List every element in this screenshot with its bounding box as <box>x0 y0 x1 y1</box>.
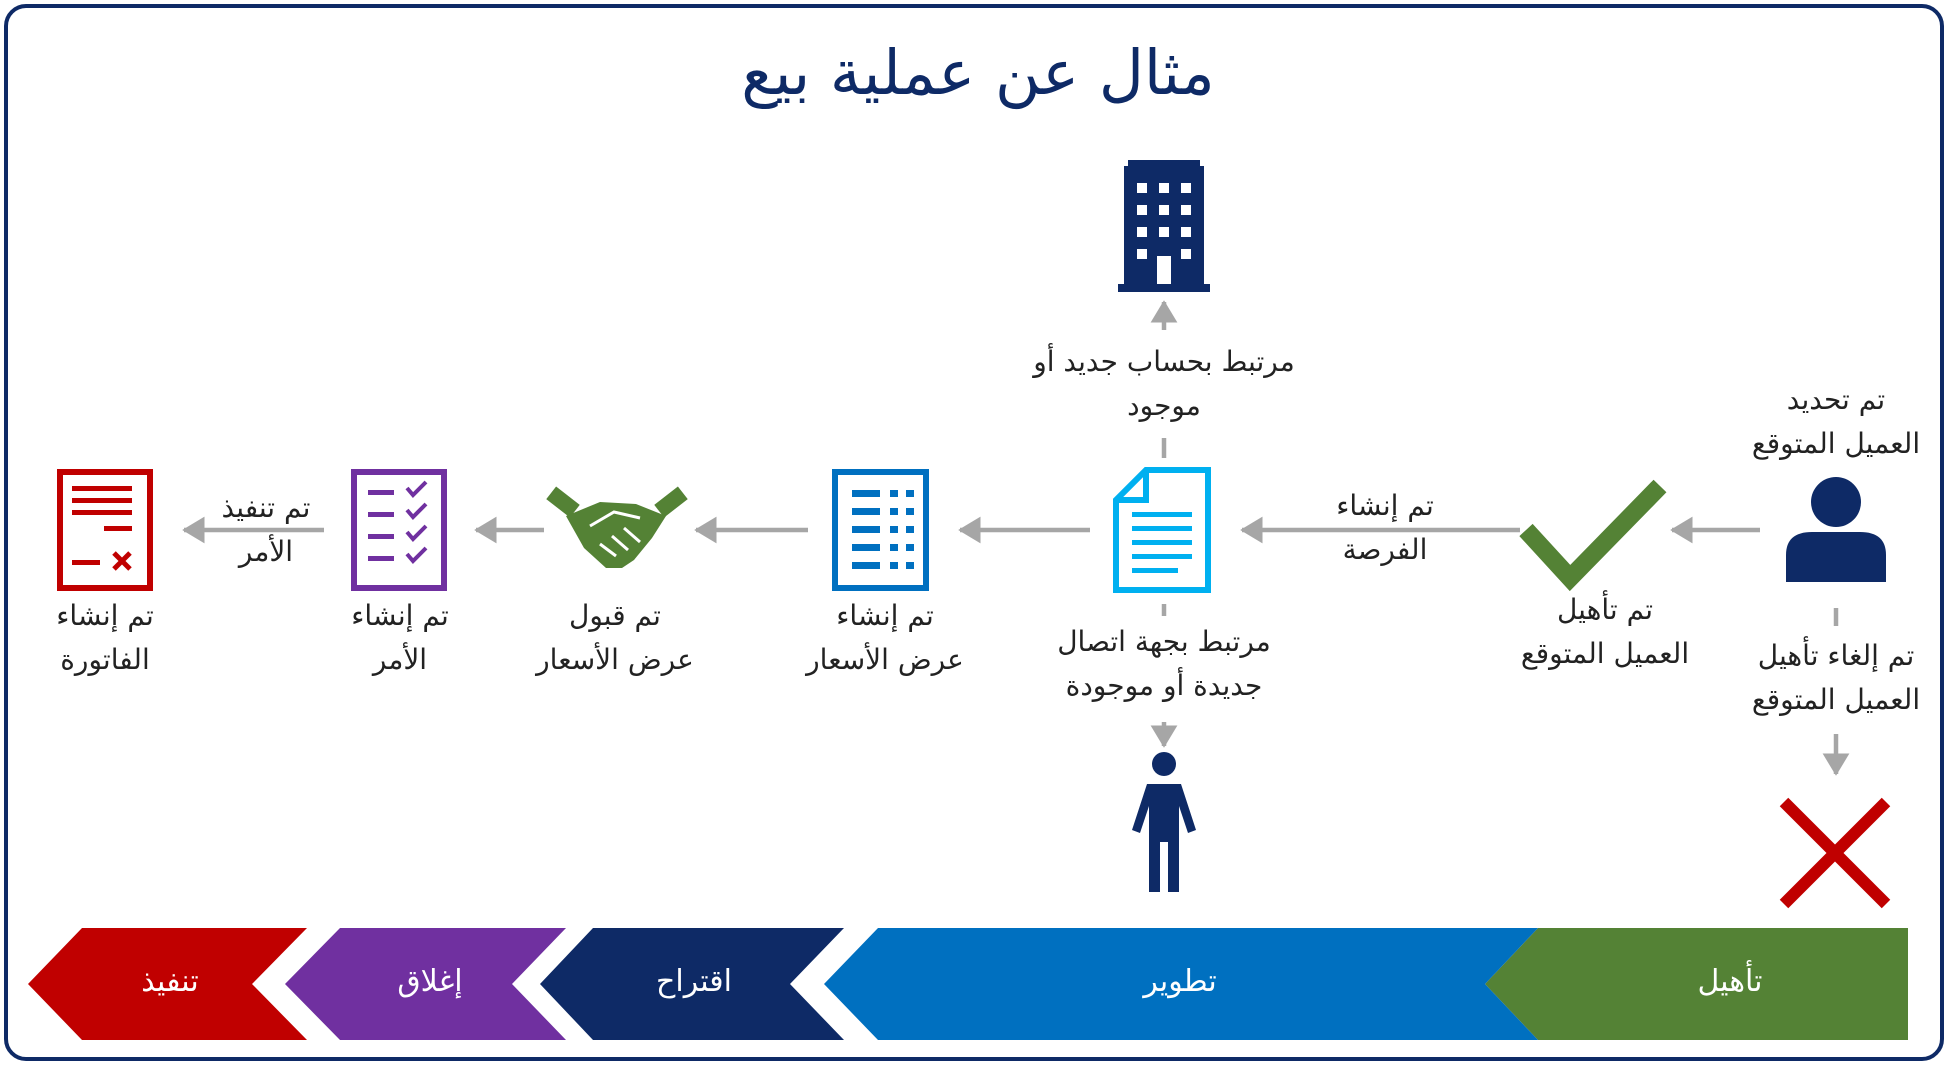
prospect-qualified-label: تم تأهيل العميل المتوقع <box>1520 593 1690 670</box>
handshake-icon <box>546 486 688 568</box>
prospect-identified-label: تم تحديد العميل المتوقع <box>1751 383 1921 460</box>
order-checklist-icon <box>351 469 447 591</box>
order-fulfilled-label: تم تنفيذ الأمر <box>221 491 311 568</box>
stage-chevron-qualify <box>1485 928 1908 1040</box>
quote-created-label: تم إنشاء عرض الأسعار <box>806 599 964 676</box>
linked-contact-label: مرتبط بجهة اتصال جديدة أو موجودة <box>1057 625 1271 702</box>
invoice-created-label: تم إنشاء الفاتورة <box>56 599 154 676</box>
invoice-icon <box>57 469 153 591</box>
stage-label-close: إغلاق <box>397 964 463 999</box>
stage-chevron-develop <box>824 928 1538 1040</box>
disqualified-x-icon <box>1779 797 1891 909</box>
opportunity-document-icon <box>1113 467 1211 593</box>
page-title: مثال عن عملية بيع <box>741 36 1215 109</box>
opportunity-created-label: تم إنشاء الفرصة <box>1336 489 1434 566</box>
stage-label-execute: تنفيذ <box>141 964 199 999</box>
order-created-label: تم إنشاء الأمر <box>351 599 449 676</box>
prospect-disqualified-label: تم إلغاء تأهيل العميل المتوقع <box>1751 639 1921 716</box>
stage-band <box>28 928 1908 1040</box>
stage-label-qualify: تأهيل <box>1697 964 1763 999</box>
stage-chevron-close <box>285 928 566 1040</box>
stage-label-propose: اقتراح <box>656 964 732 999</box>
checkmark-icon <box>1519 479 1667 592</box>
quote-list-icon <box>832 469 929 591</box>
stage-chevron-propose <box>540 928 844 1040</box>
stage-label-develop: تطوير <box>1143 964 1217 999</box>
diagram-frame <box>4 4 1944 1061</box>
contact-person-icon <box>1132 752 1196 892</box>
prospect-person-icon <box>1786 477 1886 582</box>
linked-account-label: مرتبط بحساب جديد أو موجود <box>1033 345 1295 422</box>
building-icon <box>1118 160 1210 292</box>
stage-chevron-execute <box>28 928 307 1040</box>
flow-arrows <box>182 300 1850 776</box>
quote-accepted-label: تم قبول عرض الأسعار <box>536 599 694 676</box>
